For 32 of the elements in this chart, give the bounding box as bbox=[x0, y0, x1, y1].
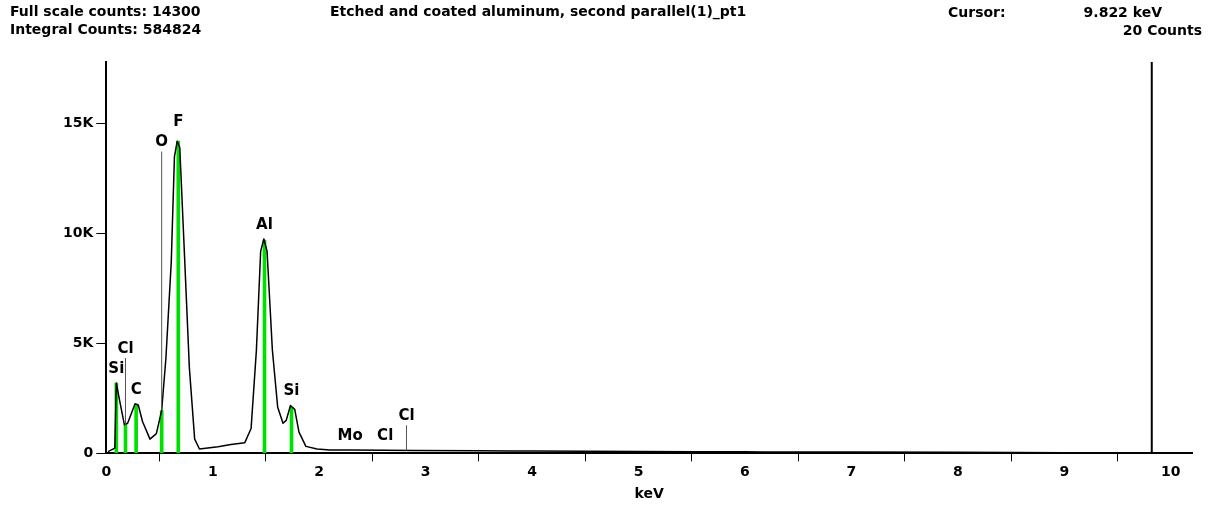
x-tick-label: 5 bbox=[633, 463, 644, 480]
annotation: Cl bbox=[398, 406, 415, 425]
x-tick-label: 6 bbox=[740, 463, 750, 480]
text: 9.822 keV bbox=[1083, 4, 1162, 20]
annotation: Al bbox=[256, 214, 273, 233]
y-tick-label: 5K bbox=[72, 334, 95, 351]
annotation: Si bbox=[108, 358, 125, 377]
x-tick-label: 1 bbox=[207, 463, 218, 480]
text: 20 Counts bbox=[1122, 22, 1202, 38]
text: Full scale counts: 14300 bbox=[10, 3, 201, 19]
x-tick-label: 0 bbox=[101, 463, 112, 480]
y-tick-label: 0 bbox=[83, 444, 94, 461]
annotation: Si bbox=[283, 381, 300, 400]
annotation: Cl bbox=[117, 338, 134, 357]
y-tick-label: 10K bbox=[62, 224, 95, 241]
annotation: F bbox=[173, 112, 184, 131]
x-tick-label: 2 bbox=[314, 463, 325, 480]
annotation: Cl bbox=[377, 426, 394, 445]
annotation: C bbox=[130, 379, 142, 398]
x-tick-label: 10 bbox=[1160, 463, 1181, 480]
text: Integral Counts: 584824 bbox=[10, 21, 202, 37]
x-tick-label: 9 bbox=[1059, 463, 1070, 480]
chart-title: Etched and coated aluminum, second parallel(1)_pt1 bbox=[330, 3, 747, 19]
x-tick-label: 4 bbox=[527, 463, 538, 480]
text: Cursor: bbox=[948, 4, 1006, 20]
x-tick-label: 8 bbox=[952, 463, 963, 480]
y-tick-label: 15K bbox=[62, 114, 95, 131]
x-tick-label: 7 bbox=[846, 463, 857, 480]
x-axis-title: keV bbox=[634, 485, 664, 502]
annotation: O bbox=[155, 132, 169, 151]
annotation: Mo bbox=[337, 425, 363, 444]
x-tick-label: 3 bbox=[420, 463, 431, 480]
